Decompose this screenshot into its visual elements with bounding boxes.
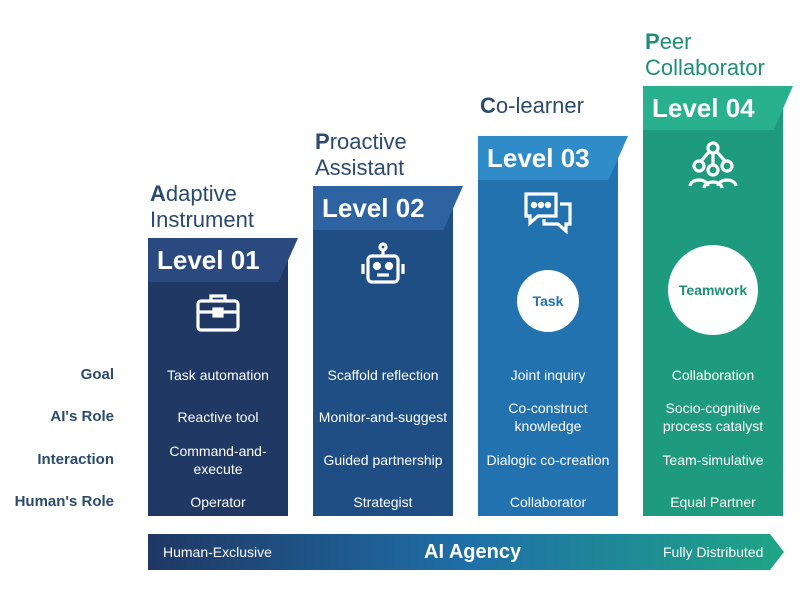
level-01-column: Level 01 <box>148 238 298 516</box>
robot-icon <box>313 242 453 288</box>
row-label-ai-role: AI's Role <box>50 408 114 425</box>
level-01-role: Reactive tool <box>177 409 259 425</box>
level-03-title: Co-learner <box>480 93 584 118</box>
row-label-human-role: Human's Role <box>14 493 114 510</box>
level-04-human: Equal Partner <box>670 494 756 510</box>
level-01-title: Adaptive Instrument <box>150 181 254 232</box>
level-02-column: Level 02 <box>313 186 463 516</box>
level-03-role: Co-construct knowledge <box>508 400 588 434</box>
level-04-goal: Collaboration <box>671 367 755 383</box>
level-04-banner: Level 04 <box>643 86 793 130</box>
level-02-interaction: Guided partnership <box>323 452 443 468</box>
chat-bubbles-icon <box>478 190 618 234</box>
level-03-column: Level 03 Task <box>478 136 628 516</box>
agency-left-label: Human-Exclusive <box>163 544 272 560</box>
level-04-role: Socio-cognitive process catalyst <box>662 400 764 434</box>
level-01-interaction: Command-and-execute <box>169 443 267 477</box>
level-03-goal: Joint inquiry <box>510 367 586 383</box>
level-02-title: Proactive Assistant <box>315 129 407 180</box>
row-label-goal: Goal <box>80 366 114 383</box>
level-04-title: Peer Collaborator <box>645 29 765 80</box>
agency-right-label: Fully Distributed <box>663 544 764 560</box>
ai-agency-arrow: Human-Exclusive AI Agency Fully Distribu… <box>148 534 784 570</box>
level-02-human: Strategist <box>353 494 413 510</box>
level-03-human: Collaborator <box>509 494 587 510</box>
level-02-goal: Scaffold reflection <box>327 367 439 383</box>
level-01-human: Operator <box>190 494 246 510</box>
agency-center-label: AI Agency <box>424 541 522 563</box>
level-04-column: Level 04 Teamwork <box>643 86 793 516</box>
level-02-banner: Level 02 <box>313 186 463 230</box>
level-03-interaction: Dialogic co-creation <box>486 452 610 468</box>
briefcase-icon <box>148 290 288 334</box>
level-04-interaction: Team-simulative <box>662 452 764 468</box>
level-03-banner: Level 03 <box>478 136 628 180</box>
level-02-role: Monitor-and-suggest <box>318 409 448 425</box>
row-label-interaction: Interaction <box>37 451 114 468</box>
task-badge: Task <box>517 270 579 332</box>
level-01-banner: Level 01 <box>148 238 298 282</box>
team-icon <box>643 140 783 190</box>
teamwork-badge: Teamwork <box>668 245 758 335</box>
level-01-goal: Task automation <box>167 367 269 383</box>
